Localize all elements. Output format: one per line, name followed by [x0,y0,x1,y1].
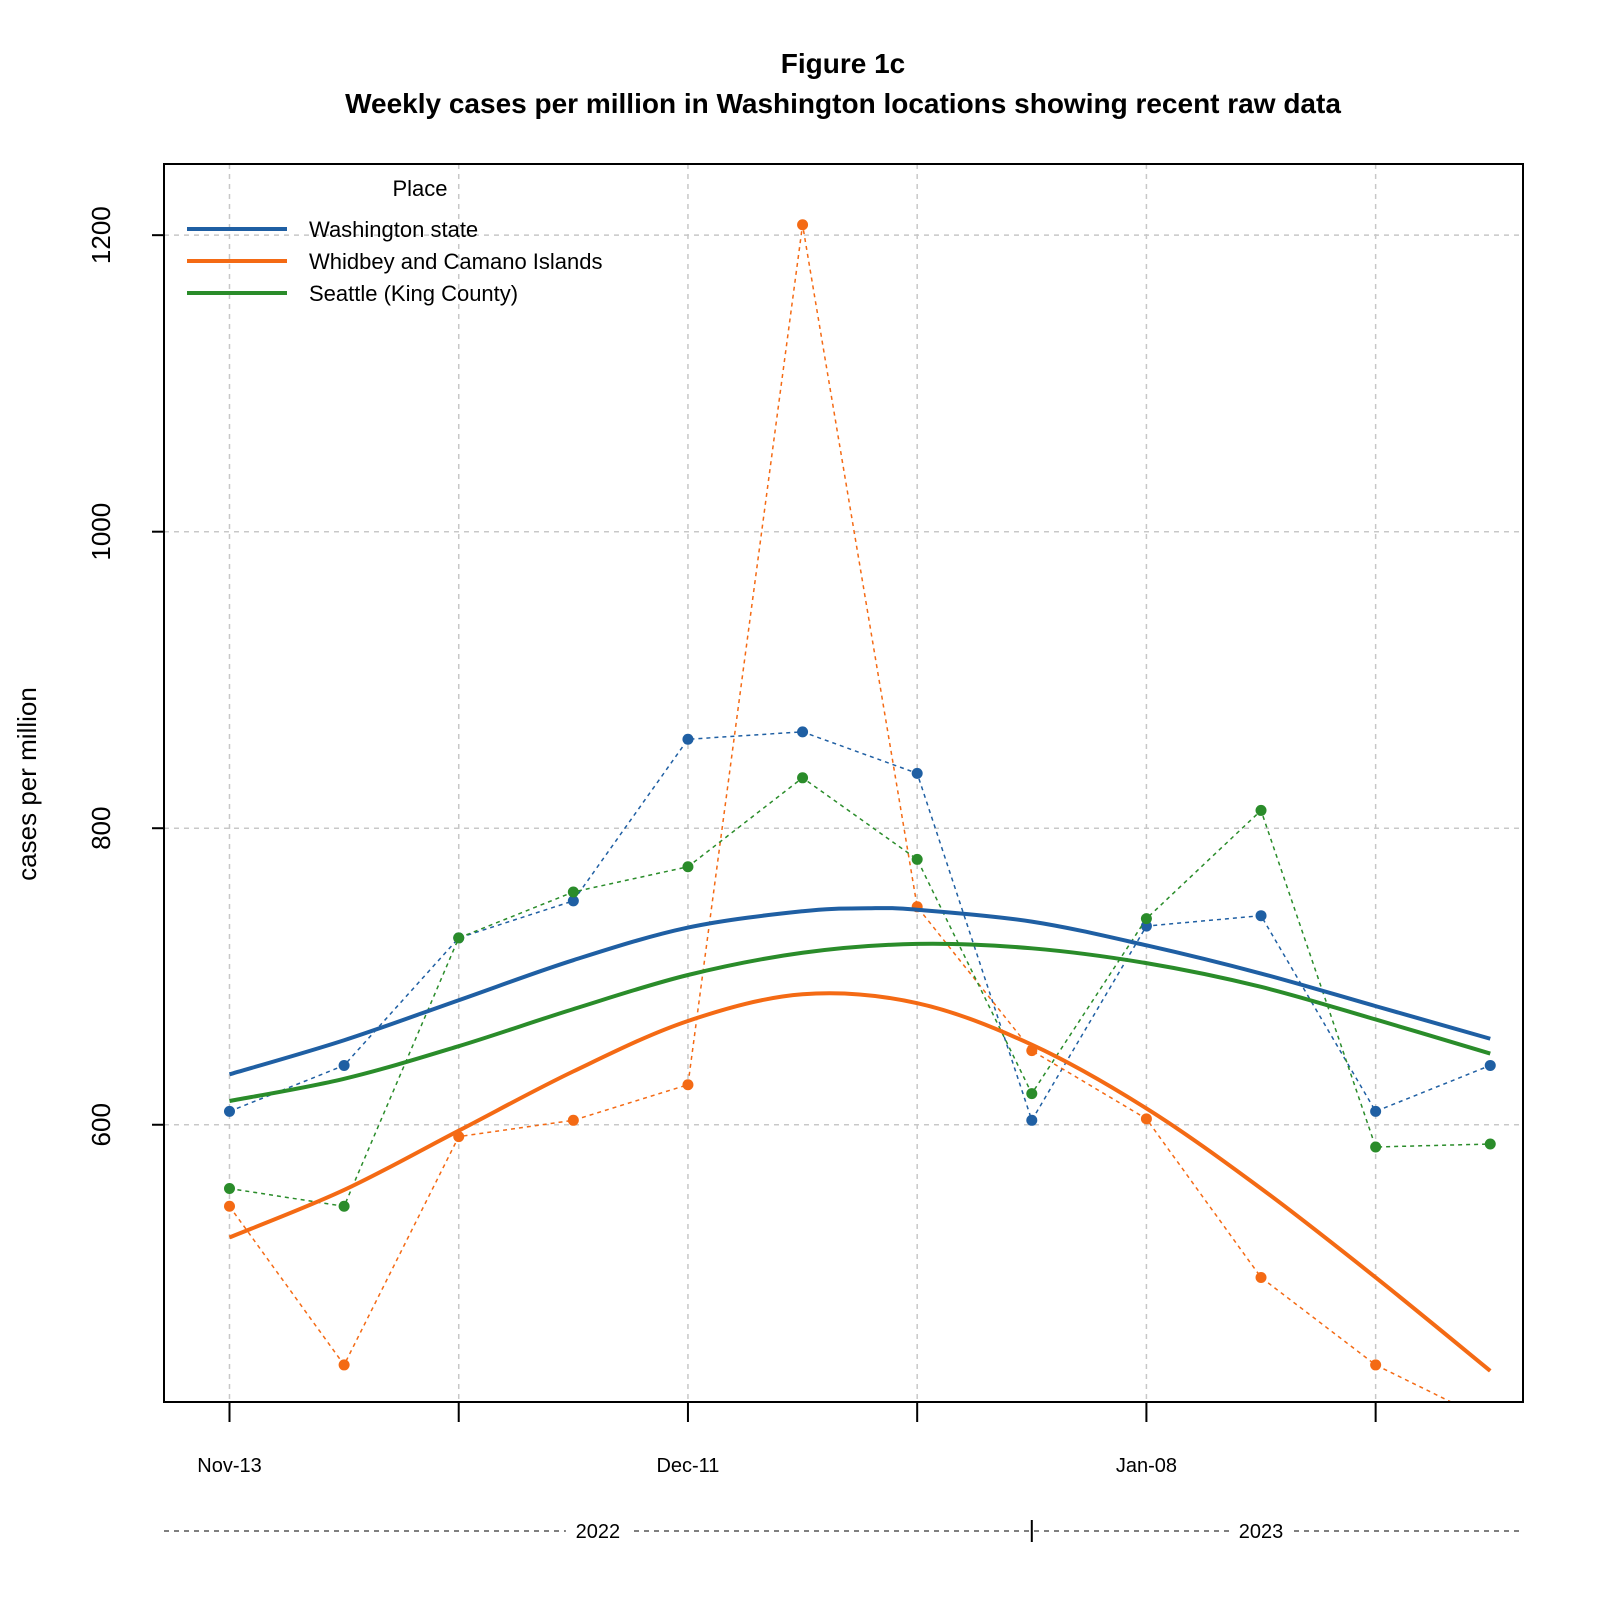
plot-frame [163,163,1524,1403]
legend-entry: Seattle (King County) [309,281,518,306]
y-tick-label: 1200 [86,206,116,264]
x-tick-label: Dec-11 [656,1455,719,1477]
y-axis-label: cases per million [12,687,42,881]
raw-data-point [567,1114,579,1126]
raw-data-point [1255,804,1267,816]
raw-data-point [797,772,809,784]
raw-data-point [223,1183,235,1195]
chart-title: Figure 1c [781,48,905,79]
legend-title: Place [392,176,447,201]
year-strip: 2022 2023 [164,1517,1523,1545]
raw-data-point [682,861,694,873]
smooth-trend-line-2 [228,991,1492,1373]
raw-data-point [338,1059,350,1071]
raw-data-point [1370,1359,1382,1371]
year-label-background [565,1517,630,1545]
raw-data-point [797,726,809,738]
raw-data-point [1140,1113,1152,1125]
legend-entry: Washington state [309,217,478,242]
year-label: 2022 [576,1521,621,1543]
raw-data-point [1484,1059,1496,1071]
y-tick-label: 1000 [86,503,116,561]
raw-data-point [911,767,923,779]
year-label: 2023 [1239,1521,1284,1543]
raw-data-point [1484,1138,1496,1150]
raw-data-point [682,1079,694,1091]
raw-data-point [1140,913,1152,925]
raw-series-line-2 [228,224,1453,1402]
raw-data-point [1026,1088,1038,1100]
raw-data-point [223,1105,235,1117]
raw-data-point [338,1200,350,1212]
raw-data-layer [223,219,1496,1427]
smooth-trend-line-1 [228,906,1491,1077]
x-tick-label: Nov-13 [197,1455,261,1477]
y-axis: 600 800 1000 1200 [86,206,164,1146]
raw-data-point [567,886,579,898]
raw-data-point [1255,1271,1267,1283]
y-tick-label: 800 [86,807,116,850]
smooth-trend-layer [228,906,1492,1373]
raw-series-line-3 [229,776,1491,1208]
raw-data-point [911,853,923,865]
chart-subtitle: Weekly cases per million in Washington l… [345,88,1341,119]
x-axis: Nov-13 Dec-11 Jan-08 [197,1402,1377,1477]
raw-data-point [1485,1416,1496,1427]
raw-data-point [682,733,694,745]
grid-lines [164,164,1523,1402]
raw-series-line-1 [229,731,1491,1123]
legend-entry: Whidbey and Camano Islands [309,249,603,274]
raw-data-point [338,1359,350,1371]
x-tick-label: Jan-08 [1116,1455,1177,1477]
raw-data-point [223,1200,235,1212]
smooth-trend-line-3 [229,941,1491,1103]
raw-data-point [1255,910,1267,922]
raw-data-point [1026,1114,1038,1126]
year-label-background [1229,1517,1294,1545]
raw-data-point [1370,1105,1382,1117]
raw-data-point [797,219,809,231]
raw-data-point [453,932,465,944]
legend: Place Washington state Whidbey and Camano… [187,176,603,306]
y-tick-label: 600 [86,1103,116,1146]
raw-data-point [567,895,579,907]
raw-data-point [1370,1141,1382,1153]
